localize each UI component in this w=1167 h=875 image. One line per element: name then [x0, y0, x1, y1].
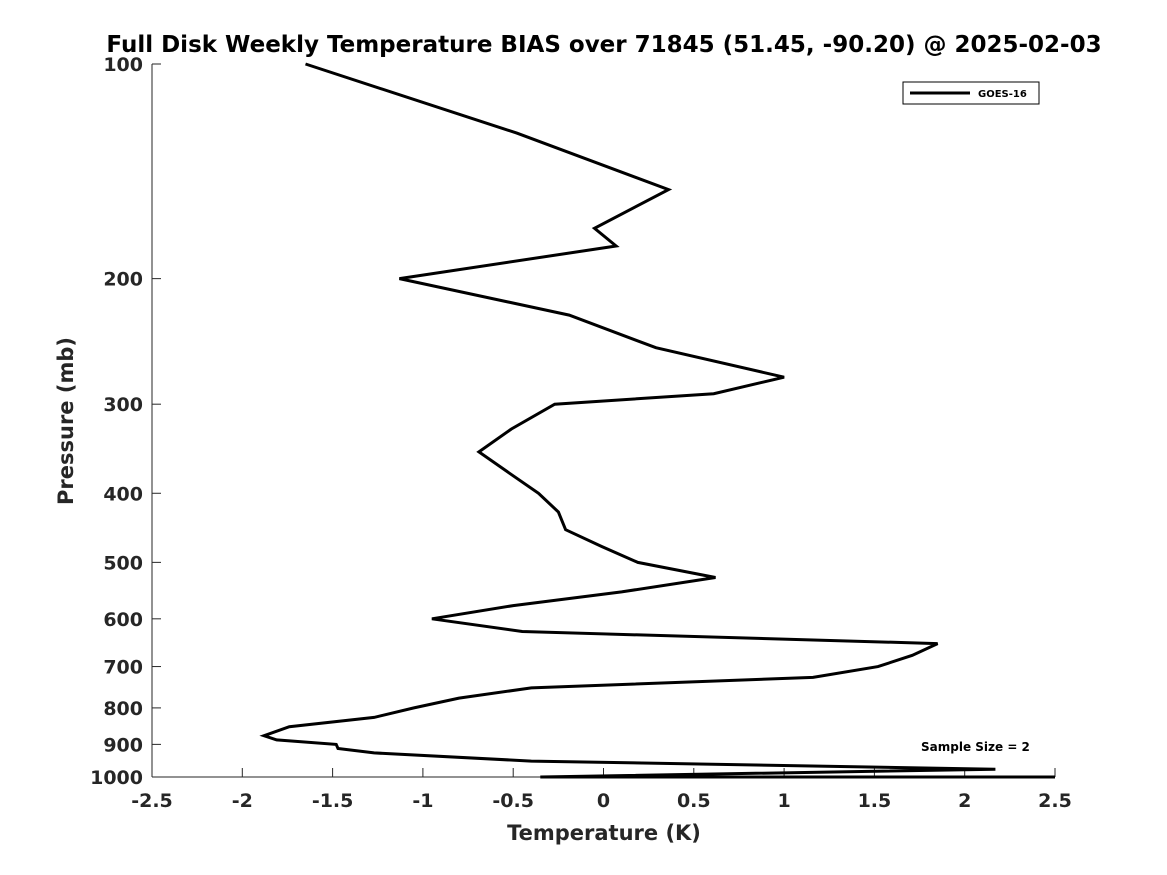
y-tick-label: 900 [103, 734, 143, 756]
plot-area [259, 62, 1055, 779]
x-tick-label: 2 [958, 790, 971, 812]
legend-entry-goes-16: GOES-16 [978, 89, 1027, 100]
legend: GOES-16 [902, 81, 1040, 105]
y-tick-label: 200 [103, 269, 143, 291]
y-tick-label: 600 [103, 609, 143, 631]
x-tick-label: -0.5 [492, 790, 534, 812]
series-line-goes-16 [259, 62, 1055, 779]
y-tick-label: 100 [103, 54, 143, 76]
x-axis-ticks: -2.5 -2 -1.5 -1 -0.5 0 0.5 1 1.5 2 2.5 [131, 768, 1072, 812]
axes [151, 64, 1055, 778]
y-tick-label: 700 [103, 657, 143, 679]
y-tick-label: 800 [103, 698, 143, 720]
y-axis-label: Pressure (mb) [54, 337, 78, 505]
y-tick-label: 1000 [90, 767, 143, 789]
y-tick-label: 300 [103, 394, 143, 416]
x-tick-label: 1 [777, 790, 790, 812]
x-tick-label: -1 [412, 790, 433, 812]
chart-title: Full Disk Weekly Temperature BIAS over 7… [106, 32, 1101, 58]
x-tick-label: 0 [597, 790, 610, 812]
legend-box [902, 81, 1040, 105]
y-axis-ticks: 100 200 300 400 500 600 700 800 900 1000 [90, 54, 161, 789]
y-tick-label: 500 [103, 552, 143, 574]
y-tick-label: 400 [103, 483, 143, 505]
sample-size-annotation: Sample Size = 2 [921, 740, 1030, 754]
x-axis-label: Temperature (K) [507, 821, 701, 845]
x-tick-label: -2.5 [131, 790, 173, 812]
x-tick-label: -1.5 [312, 790, 354, 812]
x-tick-label: 0.5 [677, 790, 711, 812]
x-tick-label: 1.5 [858, 790, 892, 812]
x-tick-label: 2.5 [1038, 790, 1072, 812]
x-tick-label: -2 [232, 790, 253, 812]
